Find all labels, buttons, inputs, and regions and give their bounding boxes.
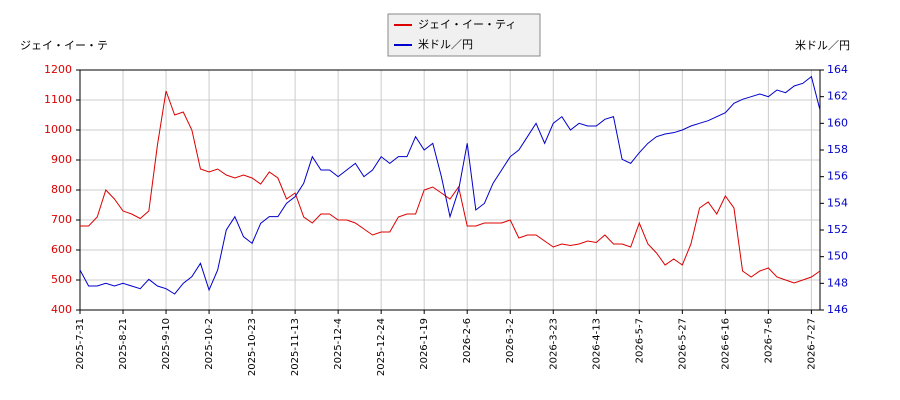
x-tick-label: 2025-7-31 [75,318,86,370]
x-tick-label: 2026-4-13 [591,318,602,370]
x-tick-label: 2025-9-10 [161,318,172,370]
y-tick-label: 900 [51,153,72,166]
y-tick-label: 400 [51,303,72,316]
legend-box [387,13,541,57]
x-tick-label: 2026-3-23 [548,318,559,370]
y-tick-label: 500 [51,273,72,286]
plot-frame [79,69,821,311]
y-tick-label: 600 [51,243,72,256]
x-tick-label: 2026-5-7 [634,318,645,363]
series-line [80,90,821,284]
x-tick-label: 2026-6-16 [720,318,731,370]
y-tick-label: 1000 [44,123,72,136]
x-tick-label: 2025-10-2 [204,318,215,370]
y2-tick-label: 156 [827,170,848,183]
x-tick-label: 2026-7-6 [763,318,774,363]
y-axis-label: ジェイ・イー・テ [20,39,108,52]
y2-tick-label: 152 [827,223,848,236]
y2-tick-label: 162 [827,90,848,103]
y2-tick-label: 148 [827,276,848,289]
x-tick-label: 2025-12-24 [376,318,387,376]
y2-tick-label: 164 [827,63,848,76]
y2-tick-label: 160 [827,116,848,129]
y2-tick-label: 158 [827,143,848,156]
legend-label: ジェイ・イー・ティ [418,18,516,31]
x-tick-label: 2026-1-19 [419,318,430,370]
y2-axis-label: 米ドル／円 [795,39,850,52]
x-tick-label: 2025-11-13 [290,318,301,376]
x-tick-label: 2025-10-23 [247,318,258,376]
x-tick-label: 2025-12-4 [333,318,344,370]
y-tick-label: 1200 [44,63,72,76]
series-line [79,75,821,295]
y-tick-label: 1100 [44,93,72,106]
legend-label: 米ドル／円 [418,38,473,51]
y2-tick-label: 154 [827,196,848,209]
y-tick-label: 700 [51,213,72,226]
x-tick-label: 2026-2-6 [462,318,473,363]
x-tick-label: 2026-5-27 [677,318,688,370]
x-tick-label: 2025-8-21 [118,318,129,370]
x-tick-label: 2026-7-27 [806,318,817,370]
y2-tick-label: 146 [827,303,848,316]
x-tick-label: 2026-3-2 [505,318,516,363]
y2-tick-label: 150 [827,250,848,263]
y-tick-label: 800 [51,183,72,196]
